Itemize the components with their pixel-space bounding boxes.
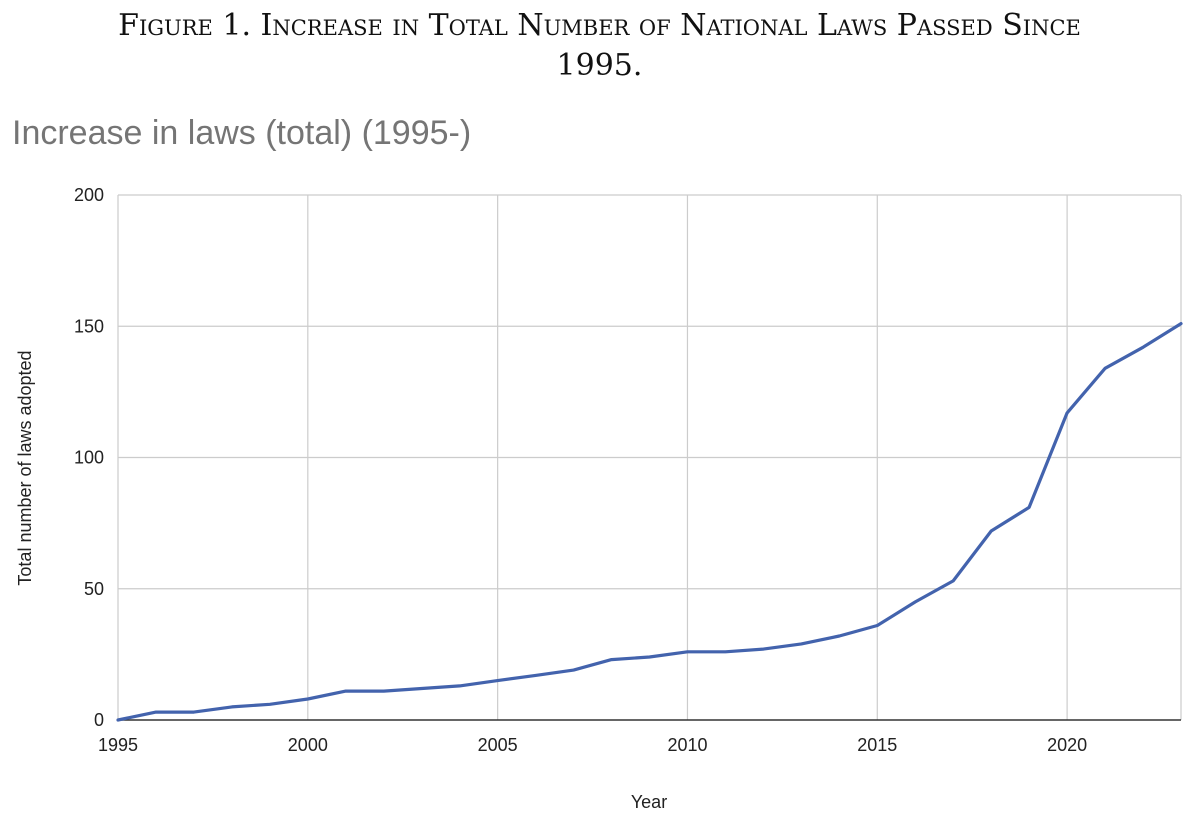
- y-tick-label-150: 150: [74, 316, 104, 336]
- series-line-0: [116, 322, 1183, 722]
- x-tick-label-2005: 2005: [478, 735, 518, 755]
- x-tick-label-2010: 2010: [667, 735, 707, 755]
- y-tick-label-200: 200: [74, 185, 104, 205]
- figure-caption-line2: 1995.: [556, 48, 643, 83]
- series-layer: [116, 322, 1183, 722]
- grid-lines: [117, 194, 1182, 720]
- figure-caption-line1: Figure 1. Increase in Total Number of Na…: [118, 8, 1081, 43]
- x-tick-label-2020: 2020: [1047, 735, 1087, 755]
- y-tick-label-100: 100: [74, 448, 104, 468]
- x-axis-label: Year: [631, 792, 667, 812]
- y-axis-label: Total number of laws adopted: [15, 350, 35, 585]
- y-tick-label-0: 0: [94, 710, 104, 730]
- chart-title: Increase in laws (total) (1995-): [12, 114, 472, 152]
- tick-labels: 0 50 100 150 200 1995 2000 2005 2010 2015 2020: [74, 185, 1087, 755]
- x-tick-label-1995: 1995: [98, 735, 138, 755]
- figure-caption: Figure 1. Increase in Total Number of Na…: [0, 6, 1199, 86]
- y-tick-label-50: 50: [84, 579, 104, 599]
- x-tick-label-2000: 2000: [288, 735, 328, 755]
- x-tick-label-2015: 2015: [857, 735, 897, 755]
